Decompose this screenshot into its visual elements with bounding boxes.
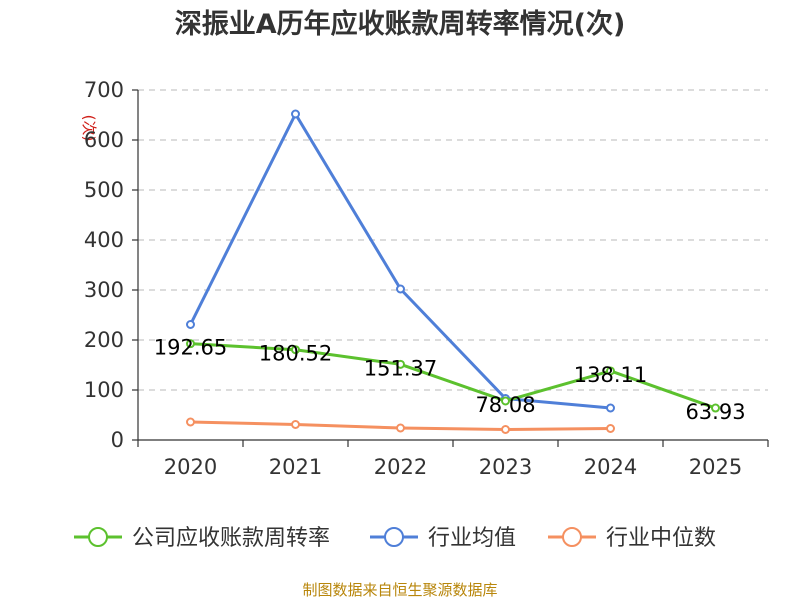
y-tick-label: 0 — [111, 428, 124, 452]
y-tick-label: 700 — [84, 78, 124, 102]
data-point[interactable] — [291, 420, 300, 429]
data-point[interactable] — [396, 423, 405, 433]
y-axis-ticks: 0 100 200 300 400 500 600 700 — [84, 78, 138, 452]
legend-item-2[interactable]: 行业中位数 — [548, 526, 716, 551]
legend-item-0[interactable]: 公司应收账款周转率 — [74, 526, 330, 551]
legend-marker — [384, 527, 404, 547]
x-axis-ticks: 2020 2021 2022 2023 2024 2025 — [137, 440, 769, 479]
data-point[interactable] — [711, 403, 720, 413]
data-point[interactable] — [501, 425, 510, 434]
data-label: 78.08 — [475, 393, 535, 417]
data-point[interactable] — [501, 396, 510, 406]
data-point[interactable] — [186, 320, 195, 329]
data-labels: 192.65 180.52 151.37 78.08 138.11 63.93 — [154, 336, 746, 424]
data-point[interactable] — [396, 359, 405, 369]
series-line-0 — [190, 342, 716, 410]
data-point[interactable] — [396, 284, 405, 294]
y-tick-label: 100 — [84, 378, 124, 402]
x-tick-label: 2022 — [374, 455, 427, 479]
data-point[interactable] — [291, 109, 300, 119]
data-label: 192.65 — [154, 336, 227, 360]
x-tick-label: 2020 — [164, 455, 217, 479]
axes — [137, 90, 768, 441]
y-tick-label: 400 — [84, 228, 124, 252]
series-lines — [186, 109, 720, 434]
gridlines — [138, 89, 768, 391]
y-tick-label: 300 — [84, 278, 124, 302]
data-point[interactable] — [291, 345, 300, 355]
y-tick-label: 500 — [84, 178, 124, 202]
y-tick-label: 200 — [84, 328, 124, 352]
data-point[interactable] — [606, 424, 615, 433]
data-label: 138.11 — [574, 363, 647, 387]
legend-label: 行业中位数 — [606, 526, 716, 551]
data-point[interactable] — [606, 403, 615, 413]
data-point[interactable] — [186, 417, 195, 427]
data-label: 151.37 — [364, 356, 437, 380]
legend-marker — [88, 527, 108, 547]
legend-item-1[interactable]: 行业均值 — [370, 526, 516, 551]
x-tick-label: 2025 — [689, 455, 742, 479]
data-label: 180.52 — [259, 342, 332, 366]
source-note: 制图数据来自恒生聚源数据库 — [302, 581, 497, 599]
x-tick-label: 2023 — [479, 455, 532, 479]
legend-label: 行业均值 — [428, 526, 516, 551]
legend[interactable]: 公司应收账款周转率 行业均值 行业中位数 — [74, 526, 716, 551]
chart-title: 深振业A历年应收账款周转率情况(次) — [175, 8, 626, 40]
data-label: 63.93 — [685, 400, 745, 424]
data-point[interactable] — [186, 339, 195, 349]
legend-marker — [562, 527, 582, 547]
y-axis-unit: (次) — [80, 115, 98, 142]
x-tick-label: 2024 — [584, 455, 637, 479]
data-point[interactable] — [606, 366, 615, 376]
legend-label: 公司应收账款周转率 — [132, 526, 330, 551]
y-tick-label: 600 — [84, 128, 124, 152]
x-tick-label: 2021 — [269, 455, 322, 479]
